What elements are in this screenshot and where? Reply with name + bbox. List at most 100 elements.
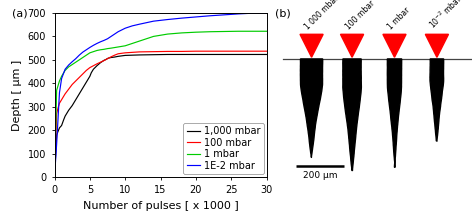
1E-2 mbar xyxy=(69,60,75,63)
1 mbar xyxy=(129,42,135,45)
1,000 mbar xyxy=(52,176,57,178)
1 mbar xyxy=(105,47,110,50)
1 mbar xyxy=(250,30,255,33)
1 mbar xyxy=(80,56,86,59)
1,000 mbar xyxy=(76,93,82,95)
1,000 mbar xyxy=(221,53,227,56)
100 mbar xyxy=(87,66,93,69)
1E-2 mbar xyxy=(129,25,135,27)
100 mbar xyxy=(193,50,199,52)
100 mbar xyxy=(108,56,114,58)
1E-2 mbar xyxy=(221,14,227,16)
1 mbar xyxy=(98,48,103,51)
1E-2 mbar xyxy=(108,35,114,38)
1 mbar xyxy=(54,89,59,92)
1,000 mbar xyxy=(179,53,185,56)
1,000 mbar xyxy=(83,81,89,83)
1,000 mbar xyxy=(105,57,110,60)
1,000 mbar xyxy=(112,56,118,58)
1E-2 mbar xyxy=(83,48,89,51)
1 mbar xyxy=(236,30,241,33)
1E-2 mbar xyxy=(73,57,79,60)
1,000 mbar xyxy=(236,53,241,56)
1E-2 mbar xyxy=(94,42,100,45)
1,000 mbar xyxy=(89,71,94,74)
1,000 mbar xyxy=(91,68,96,71)
Polygon shape xyxy=(425,34,448,57)
1E-2 mbar xyxy=(112,33,118,35)
1 mbar xyxy=(221,30,227,33)
1E-2 mbar xyxy=(52,176,57,178)
100 mbar xyxy=(165,50,171,53)
1E-2 mbar xyxy=(115,30,121,33)
1,000 mbar xyxy=(193,53,199,56)
1 mbar xyxy=(264,30,270,33)
1 mbar xyxy=(193,31,199,33)
1 mbar xyxy=(94,49,100,52)
100 mbar xyxy=(151,50,156,53)
Text: 1 mbar: 1 mbar xyxy=(386,5,412,31)
1,000 mbar xyxy=(55,130,61,133)
1 mbar xyxy=(207,30,213,33)
1,000 mbar xyxy=(80,87,86,89)
1E-2 mbar xyxy=(151,20,156,22)
1 mbar xyxy=(56,80,62,82)
1 mbar xyxy=(76,59,82,61)
100 mbar xyxy=(54,113,59,115)
1 mbar xyxy=(122,44,128,47)
Polygon shape xyxy=(383,34,406,57)
100 mbar xyxy=(236,50,241,52)
1,000 mbar xyxy=(101,59,107,62)
1,000 mbar xyxy=(62,115,68,118)
1,000 mbar xyxy=(64,111,70,114)
1 mbar xyxy=(69,63,75,66)
1 mbar xyxy=(165,33,171,35)
100 mbar xyxy=(80,73,86,75)
1E-2 mbar xyxy=(91,44,96,47)
1E-2 mbar xyxy=(236,13,241,15)
100 mbar xyxy=(55,107,61,109)
X-axis label: Number of pulses [ x 1000 ]: Number of pulses [ x 1000 ] xyxy=(82,201,238,211)
100 mbar xyxy=(101,59,107,62)
1,000 mbar xyxy=(207,53,213,56)
1E-2 mbar xyxy=(122,27,128,30)
1,000 mbar xyxy=(137,54,142,56)
100 mbar xyxy=(250,50,255,52)
1E-2 mbar xyxy=(264,12,270,14)
1E-2 mbar xyxy=(66,64,72,66)
1,000 mbar xyxy=(151,53,156,56)
1E-2 mbar xyxy=(101,39,107,42)
1E-2 mbar xyxy=(80,51,86,53)
1E-2 mbar xyxy=(179,17,185,19)
1 mbar xyxy=(91,50,96,53)
100 mbar xyxy=(105,57,110,60)
100 mbar xyxy=(122,52,128,54)
100 mbar xyxy=(56,102,62,105)
1E-2 mbar xyxy=(105,37,110,40)
100 mbar xyxy=(264,50,270,52)
100 mbar xyxy=(59,98,64,101)
Text: 10$^{-2}$ mbar: 10$^{-2}$ mbar xyxy=(426,0,465,31)
1 mbar xyxy=(179,32,185,34)
1 mbar xyxy=(151,35,156,38)
1E-2 mbar xyxy=(193,16,199,18)
1E-2 mbar xyxy=(56,91,62,94)
1,000 mbar xyxy=(94,64,100,67)
Text: (b): (b) xyxy=(275,8,291,18)
1E-2 mbar xyxy=(87,46,93,49)
1,000 mbar xyxy=(69,104,75,107)
100 mbar xyxy=(76,76,82,79)
1,000 mbar xyxy=(73,98,79,101)
100 mbar xyxy=(98,61,103,64)
1E-2 mbar xyxy=(137,23,142,25)
1 mbar xyxy=(59,75,64,78)
Polygon shape xyxy=(343,59,361,171)
Polygon shape xyxy=(300,34,323,57)
1E-2 mbar xyxy=(207,14,213,17)
1,000 mbar xyxy=(59,124,64,127)
1,000 mbar xyxy=(98,61,103,64)
1,000 mbar xyxy=(56,127,62,129)
100 mbar xyxy=(83,69,89,72)
1,000 mbar xyxy=(264,53,270,56)
1E-2 mbar xyxy=(250,12,255,14)
